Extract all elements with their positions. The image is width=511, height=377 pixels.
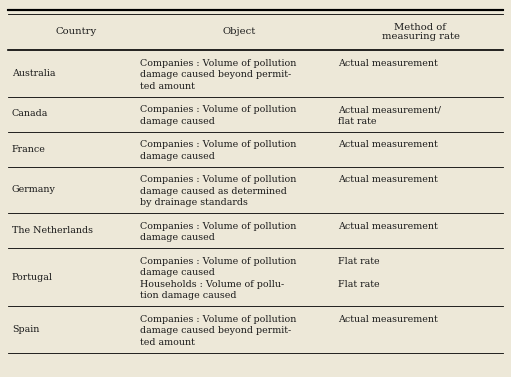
Text: Actual measurement: Actual measurement bbox=[338, 59, 438, 68]
Text: Companies : Volume of pollution: Companies : Volume of pollution bbox=[140, 257, 296, 266]
Text: Flat rate: Flat rate bbox=[338, 257, 380, 266]
Text: by drainage standards: by drainage standards bbox=[140, 198, 248, 207]
Text: Actual measurement: Actual measurement bbox=[338, 175, 438, 184]
Text: ted amount: ted amount bbox=[140, 82, 195, 91]
Text: ted amount: ted amount bbox=[140, 338, 195, 347]
Text: Actual measurement: Actual measurement bbox=[338, 222, 438, 231]
Text: France: France bbox=[12, 144, 46, 153]
Text: damage caused: damage caused bbox=[140, 233, 215, 242]
Text: Actual measurement/: Actual measurement/ bbox=[338, 105, 441, 114]
Text: Flat rate: Flat rate bbox=[338, 280, 380, 289]
Text: Companies : Volume of pollution: Companies : Volume of pollution bbox=[140, 140, 296, 149]
Text: Germany: Germany bbox=[12, 185, 56, 194]
Text: damage caused beyond permit-: damage caused beyond permit- bbox=[140, 326, 291, 335]
Text: Companies : Volume of pollution: Companies : Volume of pollution bbox=[140, 59, 296, 68]
Text: Actual measurement: Actual measurement bbox=[338, 315, 438, 324]
Text: measuring rate: measuring rate bbox=[382, 32, 459, 41]
Text: Companies : Volume of pollution: Companies : Volume of pollution bbox=[140, 315, 296, 324]
Text: The Netherlands: The Netherlands bbox=[12, 226, 93, 235]
Text: damage caused: damage caused bbox=[140, 152, 215, 161]
Text: Object: Object bbox=[222, 28, 256, 37]
Text: damage caused beyond permit-: damage caused beyond permit- bbox=[140, 70, 291, 79]
Text: Companies : Volume of pollution: Companies : Volume of pollution bbox=[140, 105, 296, 114]
Text: damage caused as determined: damage caused as determined bbox=[140, 187, 287, 196]
Text: damage caused: damage caused bbox=[140, 117, 215, 126]
Text: Households : Volume of pollu-: Households : Volume of pollu- bbox=[140, 280, 284, 289]
Text: Method of: Method of bbox=[394, 23, 447, 32]
Text: Australia: Australia bbox=[12, 69, 56, 78]
Text: tion damage caused: tion damage caused bbox=[140, 291, 237, 300]
Text: Canada: Canada bbox=[12, 109, 49, 118]
Text: Companies : Volume of pollution: Companies : Volume of pollution bbox=[140, 222, 296, 231]
Text: damage caused: damage caused bbox=[140, 268, 215, 277]
Text: Portugal: Portugal bbox=[12, 273, 53, 282]
Text: flat rate: flat rate bbox=[338, 117, 377, 126]
Text: Companies : Volume of pollution: Companies : Volume of pollution bbox=[140, 175, 296, 184]
Text: Country: Country bbox=[55, 28, 97, 37]
Text: Actual measurement: Actual measurement bbox=[338, 140, 438, 149]
Text: Spain: Spain bbox=[12, 325, 39, 334]
